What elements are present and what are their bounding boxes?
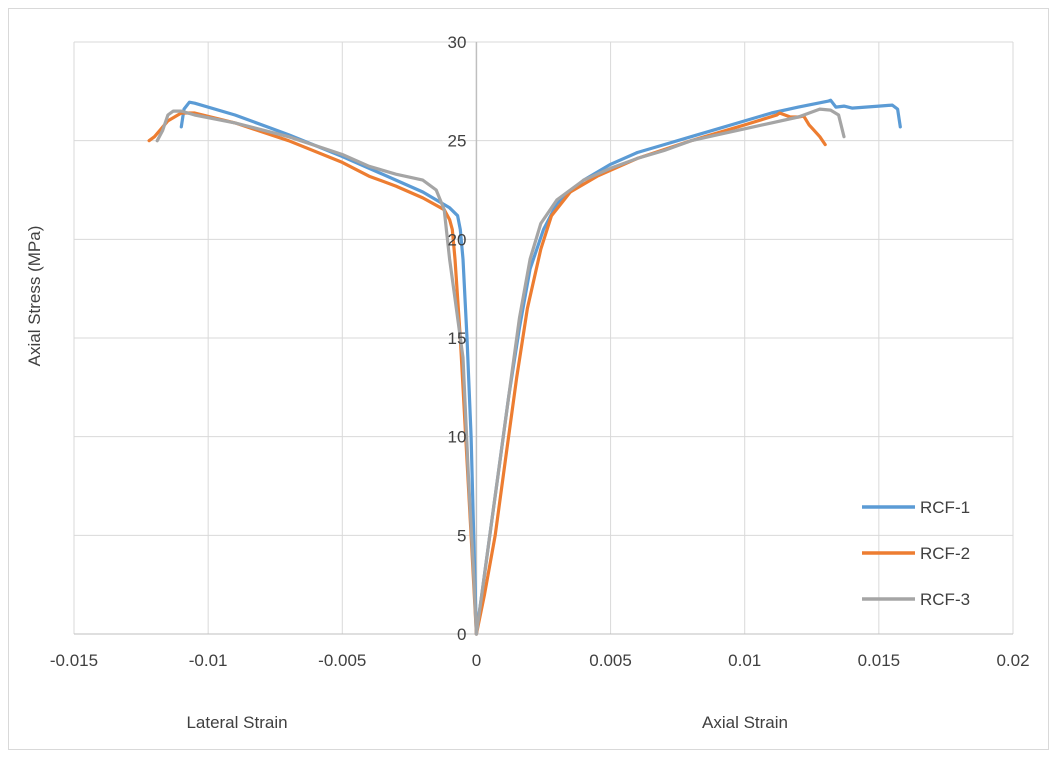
legend-label: RCF-1 (920, 498, 970, 517)
x-tick-label: 0.02 (996, 651, 1029, 670)
y-tick-label: 15 (448, 329, 467, 348)
axes (74, 42, 1013, 635)
x-tick-label: -0.01 (189, 651, 228, 670)
y-tick-label: 25 (448, 132, 467, 151)
x-axis-label-axial: Axial Strain (702, 713, 788, 732)
y-tick-label: 30 (448, 33, 467, 52)
x-tick-label: 0 (472, 651, 481, 670)
tick-labels: 0 5 10 15 20 25 30 -0.015 -0.01 -0.005 0 0.005 0.01 0… (50, 33, 1030, 670)
x-tick-label: 0.01 (728, 651, 761, 670)
y-axis-label: Axial Stress (MPa) (25, 226, 44, 367)
x-axis-label-lateral: Lateral Strain (186, 713, 287, 732)
series-lines (147, 98, 902, 636)
legend: RCF-1 RCF-2 RCF-3 (862, 498, 970, 609)
y-tick-label: 10 (448, 428, 467, 447)
y-tick-label: 20 (448, 230, 467, 249)
chart-border (8, 8, 1049, 750)
x-tick-label: -0.015 (50, 651, 98, 670)
x-tick-label: 0.015 (858, 651, 901, 670)
series-rcf-1-lateral-line (179, 100, 478, 636)
legend-label: RCF-3 (920, 590, 970, 609)
legend-label: RCF-2 (920, 544, 970, 563)
y-tick-label: 0 (457, 625, 466, 644)
y-tick-label: 5 (457, 526, 466, 545)
series-rcf-3-lateral-line (155, 109, 478, 636)
x-tick-label: 0.005 (589, 651, 632, 670)
x-tick-label: -0.005 (318, 651, 366, 670)
series-rcf-3-axial-line (474, 107, 846, 636)
